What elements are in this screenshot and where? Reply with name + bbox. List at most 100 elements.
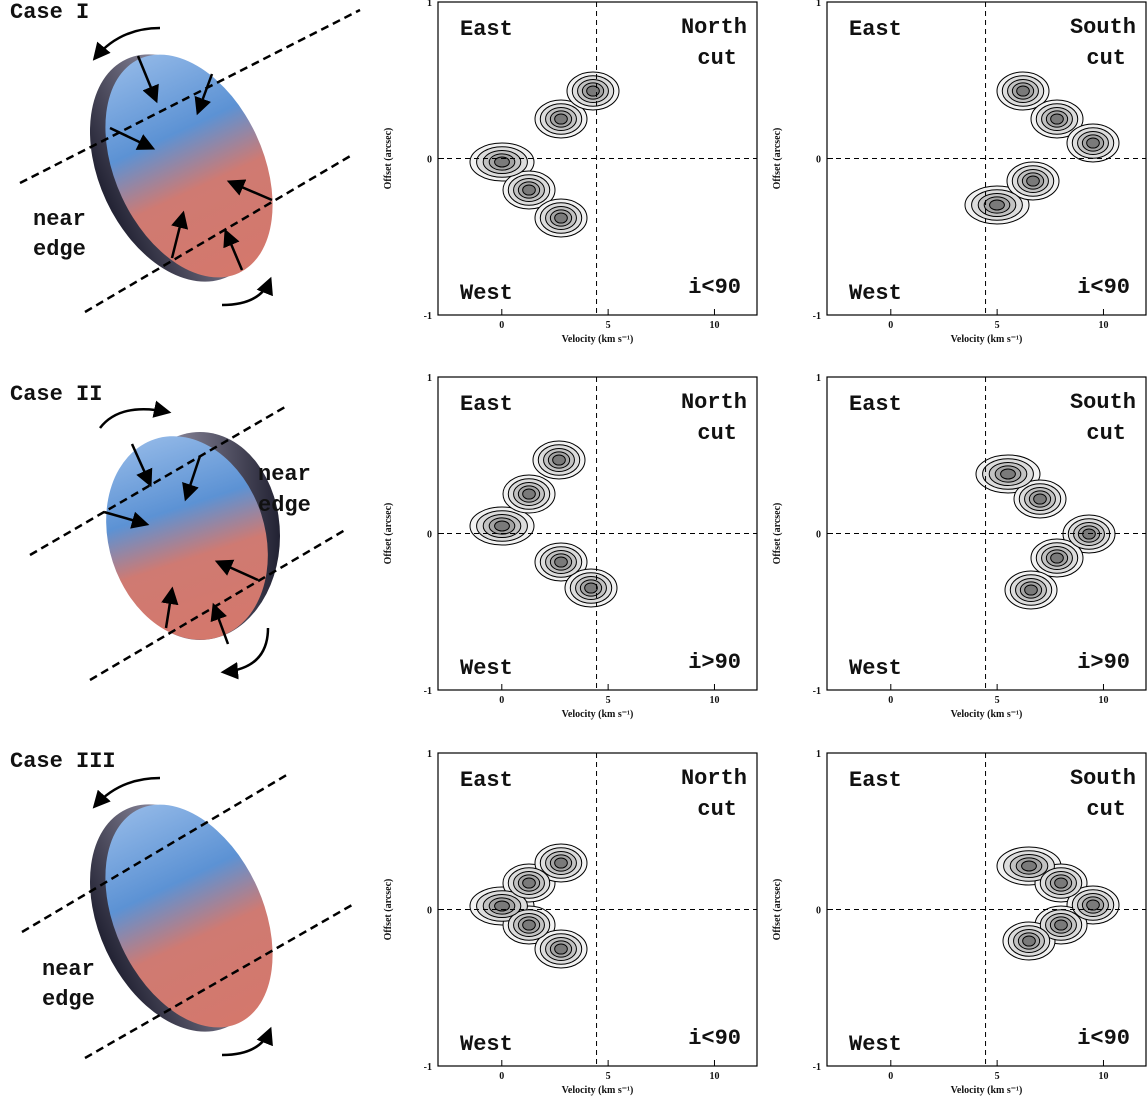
panel-label: North — [681, 15, 747, 40]
panel-label: cut — [697, 797, 737, 822]
contour — [554, 212, 568, 224]
y-tick-label: 0 — [816, 530, 821, 541]
contour — [494, 520, 510, 532]
arrows — [99, 400, 270, 680]
contour — [1000, 468, 1016, 480]
contour — [554, 857, 568, 869]
contour — [1024, 584, 1038, 596]
y-tick-label: 0 — [427, 530, 432, 541]
y-axis-label: Offset (arcsec) — [772, 879, 783, 941]
panel-label: West — [849, 656, 902, 681]
contour — [554, 556, 568, 568]
near-edge-label: near — [33, 207, 86, 232]
case-label: Case III — [10, 749, 116, 774]
near-edge-label: edge — [42, 987, 95, 1012]
y-tick-label: -1 — [424, 1062, 432, 1073]
y-tick-label: 0 — [427, 906, 432, 917]
y-axis-label: Offset (arcsec) — [772, 128, 783, 190]
panel-label: West — [460, 1032, 513, 1057]
panel-label: i<90 — [688, 275, 741, 300]
x-tick-label: 0 — [888, 320, 893, 331]
contours — [975, 454, 1116, 610]
contour — [584, 582, 598, 594]
y-axis-label: Offset (arcsec) — [383, 503, 394, 565]
panel-label: East — [849, 392, 902, 417]
x-axis-label: Velocity (km s⁻¹) — [562, 334, 634, 345]
contour — [1054, 919, 1068, 931]
contour — [586, 85, 600, 97]
contours — [469, 843, 588, 969]
x-tick-label: 10 — [709, 320, 719, 331]
contour — [1022, 935, 1036, 947]
disk — [105, 54, 273, 278]
contour — [554, 943, 568, 955]
disk — [105, 804, 273, 1028]
x-axis-label: Velocity (km s⁻¹) — [562, 709, 634, 720]
contour — [494, 156, 510, 168]
x-axis-label: Velocity (km s⁻¹) — [951, 1085, 1023, 1096]
panel-label: East — [460, 768, 513, 793]
near-edge-label: edge — [258, 493, 311, 518]
x-tick-label: 0 — [888, 695, 893, 706]
y-tick-label: 1 — [427, 749, 432, 760]
x-tick-label: 0 — [499, 695, 504, 706]
x-tick-label: 5 — [995, 1071, 1000, 1082]
diagram-case-3: Case III near edge — [10, 749, 353, 1060]
panel-label: i>90 — [1077, 650, 1130, 675]
case-label: Case II — [10, 382, 102, 407]
y-tick-label: -1 — [813, 311, 821, 322]
contour — [522, 877, 536, 889]
panel-label: East — [849, 768, 902, 793]
x-axis-label: Velocity (km s⁻¹) — [562, 1085, 634, 1096]
contours — [996, 846, 1120, 961]
x-tick-label: 0 — [499, 1071, 504, 1082]
x-tick-label: 10 — [709, 695, 719, 706]
contour — [522, 184, 536, 196]
y-tick-label: 1 — [816, 749, 821, 760]
y-axis-label: Offset (arcsec) — [383, 128, 394, 190]
panel-label: i<90 — [1077, 1026, 1130, 1051]
contours — [469, 440, 618, 608]
panel-label: West — [849, 281, 902, 306]
contour — [989, 199, 1005, 211]
panel-label: North — [681, 390, 747, 415]
x-tick-label: 5 — [606, 695, 611, 706]
y-axis-label: Offset (arcsec) — [383, 879, 394, 941]
x-tick-label: 0 — [499, 320, 504, 331]
near-edge-label: edge — [33, 237, 86, 262]
contour — [522, 919, 536, 931]
y-tick-label: 1 — [816, 0, 821, 9]
x-tick-label: 10 — [1098, 695, 1108, 706]
panel-label: East — [460, 17, 513, 42]
panel-label: South — [1070, 390, 1136, 415]
diagram-case-1: Case I near edge — [10, 0, 361, 314]
contour — [1086, 137, 1100, 149]
arrows — [92, 776, 273, 1057]
contour — [1050, 552, 1064, 564]
x-tick-label: 0 — [888, 1071, 893, 1082]
x-tick-label: 10 — [1098, 1071, 1108, 1082]
panel-label: West — [460, 656, 513, 681]
y-tick-label: -1 — [424, 311, 432, 322]
y-tick-label: -1 — [424, 686, 432, 697]
y-tick-label: 1 — [816, 373, 821, 384]
arrows — [92, 26, 273, 307]
x-axis-label: Velocity (km s⁻¹) — [951, 334, 1023, 345]
cut-line — [19, 8, 361, 185]
contours — [964, 71, 1120, 225]
panel-label: i>90 — [688, 650, 741, 675]
panel-label: West — [460, 281, 513, 306]
contour — [554, 113, 568, 125]
x-tick-label: 5 — [995, 695, 1000, 706]
y-tick-label: -1 — [813, 686, 821, 697]
panel-label: cut — [1086, 421, 1126, 446]
panel-label: East — [849, 17, 902, 42]
near-edge-label: near — [258, 462, 311, 487]
contour — [1086, 899, 1100, 911]
y-tick-label: 1 — [427, 0, 432, 9]
panel-label: i<90 — [1077, 275, 1130, 300]
